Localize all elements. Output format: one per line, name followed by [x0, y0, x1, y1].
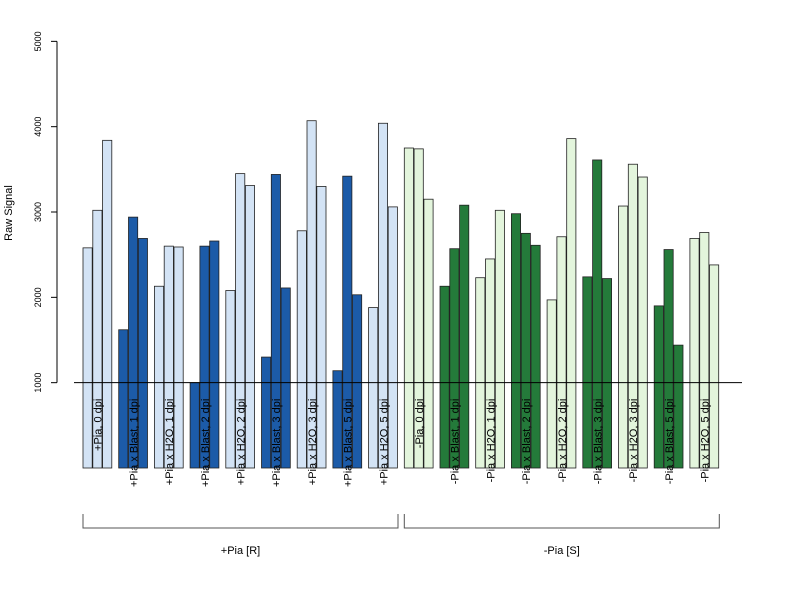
- bar: [92, 209, 103, 469]
- bar: [689, 238, 700, 469]
- group-labels: +Pia, 0 dpi +Pia x Blast, 1 dpi +Pia x H2O…: [93, 399, 712, 487]
- group-label: +Pia x Blast, 1 dpi: [128, 399, 140, 487]
- group-label: +Pia x H2O, 5 dpi: [378, 399, 390, 486]
- group-label: -Pia x H2O, 3 dpi: [628, 399, 640, 483]
- bar: [199, 245, 210, 469]
- bar: [566, 138, 577, 469]
- bar: [520, 232, 531, 469]
- supergroup-label: -Pia [S]: [544, 545, 580, 557]
- y-tick-label: 5000: [33, 31, 43, 51]
- y-axis: 1000 2000 3000 4000 5000: [33, 31, 58, 393]
- bar: [413, 148, 424, 469]
- group-label: -Pia x Blast, 1 dpi: [450, 399, 462, 485]
- bar: [673, 344, 684, 469]
- bar: [637, 176, 648, 469]
- bar: [618, 205, 629, 469]
- bar: [709, 264, 720, 469]
- group-label: -Pia x H2O, 5 dpi: [700, 399, 712, 483]
- bar: [209, 240, 220, 469]
- bar: [296, 230, 307, 469]
- group-label: +Pia x Blast, 5 dpi: [343, 399, 355, 487]
- bar: [423, 198, 434, 469]
- bar: [439, 285, 450, 469]
- bar: [342, 175, 353, 469]
- group-label: +Pia, 0 dpi: [93, 399, 105, 451]
- y-axis-label: Raw Signal: [3, 185, 15, 241]
- bar: [546, 299, 557, 469]
- bar: [235, 173, 246, 469]
- bar: [485, 258, 496, 469]
- bar: [153, 285, 164, 469]
- bar: [510, 213, 521, 469]
- bar: [403, 147, 414, 469]
- supergroup-bracket: [403, 514, 720, 529]
- supergroup-bracket: [82, 514, 399, 529]
- bar: [459, 204, 470, 469]
- group-label: -Pia, 0 dpi: [414, 399, 426, 449]
- bar: [82, 247, 93, 469]
- group-label: -Pia x H2O, 2 dpi: [557, 399, 569, 483]
- bar: [163, 245, 174, 469]
- bar: [582, 276, 593, 469]
- bar: [602, 278, 613, 469]
- y-tick-label: 1000: [33, 373, 43, 393]
- bar: [368, 307, 379, 469]
- group-label: -Pia x H2O, 1 dpi: [485, 399, 497, 483]
- bar: [280, 287, 291, 469]
- bar: [244, 185, 255, 469]
- y-tick-label: 3000: [33, 202, 43, 222]
- group-label: +Pia x H2O, 2 dpi: [236, 399, 248, 486]
- bar: [189, 382, 200, 469]
- bar: [261, 356, 272, 469]
- group-label: +Pia x Blast, 2 dpi: [200, 399, 212, 487]
- bar: [377, 122, 388, 469]
- supergroup-brackets: +Pia [R] -Pia [S]: [82, 514, 720, 557]
- group-label: -Pia x Blast, 3 dpi: [593, 399, 605, 485]
- bar: [102, 139, 113, 469]
- supergroup-label: +Pia [R]: [221, 545, 260, 557]
- bar: [449, 248, 460, 469]
- group-label: +Pia x Blast, 3 dpi: [271, 399, 283, 487]
- bar: [118, 329, 129, 469]
- bar: [592, 159, 603, 469]
- y-tick-label: 2000: [33, 287, 43, 307]
- bar: [699, 232, 710, 469]
- bar: [332, 370, 343, 469]
- group-label: -Pia x Blast, 2 dpi: [521, 399, 533, 485]
- group-label: -Pia x Blast, 5 dpi: [664, 399, 676, 485]
- bars: [82, 120, 720, 469]
- y-tick-label: 4000: [33, 117, 43, 137]
- bar: [128, 216, 139, 469]
- bar: [387, 206, 398, 469]
- bar: [173, 246, 184, 469]
- bar: [225, 290, 236, 469]
- bar: [556, 236, 567, 469]
- group-label: +Pia x H2O, 3 dpi: [307, 399, 319, 486]
- bar: [306, 120, 317, 469]
- bar: [530, 244, 541, 469]
- bar: [627, 163, 638, 469]
- group-label: +Pia x H2O, 1 dpi: [164, 399, 176, 486]
- bar: [352, 294, 363, 469]
- bar: [663, 249, 674, 469]
- bar: [316, 186, 327, 469]
- bar: [270, 174, 281, 469]
- bar: [494, 209, 505, 469]
- bar: [653, 305, 664, 469]
- bar: [137, 238, 148, 469]
- bar: [475, 277, 486, 469]
